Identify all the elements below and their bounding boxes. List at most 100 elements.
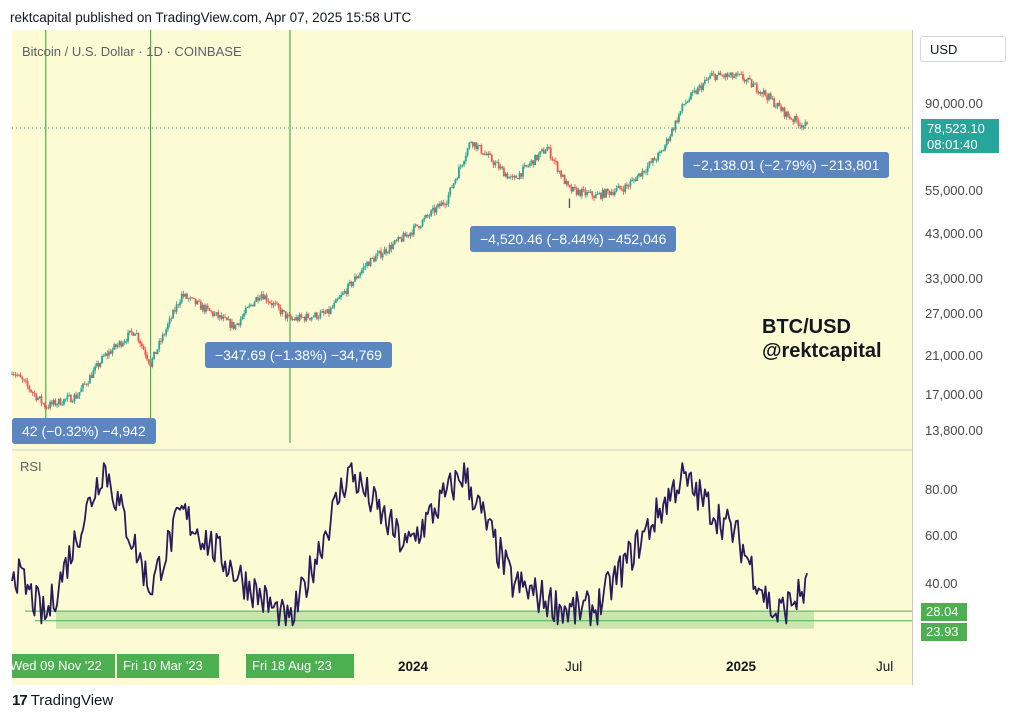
candle <box>657 152 659 161</box>
candle <box>650 161 653 163</box>
candle <box>629 181 632 187</box>
candle <box>688 99 691 102</box>
candle <box>393 240 396 244</box>
candle <box>286 314 289 319</box>
watermark: BTC/USD @rektcapital <box>762 315 882 363</box>
tradingview-logo[interactable]: 17 TradingView <box>12 692 113 709</box>
candle <box>66 395 69 399</box>
candle <box>487 153 490 156</box>
candle <box>85 383 88 385</box>
candle <box>101 356 103 363</box>
candle <box>402 233 405 242</box>
tradingview-icon: 17 <box>12 692 28 709</box>
candle <box>613 191 616 195</box>
candle <box>244 307 247 314</box>
candle <box>229 319 232 328</box>
price-tick: 13,800.00 <box>925 423 983 438</box>
candle <box>16 375 19 376</box>
candle <box>430 210 433 216</box>
candle <box>466 148 469 156</box>
date-marker-label: Fri 18 Aug '23 <box>246 654 354 678</box>
measure-label[interactable]: −4,520.46 (−8.44%) −452,046 <box>470 226 677 252</box>
candle <box>61 404 64 406</box>
candle <box>769 93 772 99</box>
candle <box>667 138 670 142</box>
candle <box>691 91 694 93</box>
candle <box>89 375 91 384</box>
candle <box>64 398 67 400</box>
candle <box>220 315 223 319</box>
candle <box>314 312 317 317</box>
candle <box>45 407 48 409</box>
candle <box>568 185 571 187</box>
candle <box>598 192 601 195</box>
candle <box>684 102 687 105</box>
candle <box>483 153 486 155</box>
candle <box>12 374 15 376</box>
rsi-tick: 40.00 <box>925 576 958 591</box>
candle <box>222 316 225 319</box>
candle <box>362 266 365 270</box>
rsi-line <box>11 462 808 627</box>
candle <box>799 125 802 126</box>
candle <box>723 75 725 78</box>
candle <box>594 194 597 199</box>
candle <box>194 298 197 305</box>
candle <box>56 404 58 406</box>
candle <box>731 72 734 78</box>
candle <box>463 161 465 165</box>
candle <box>409 232 412 237</box>
candle <box>702 83 705 91</box>
candle <box>191 297 194 299</box>
candle <box>622 189 625 192</box>
candle <box>213 313 216 316</box>
candle <box>175 304 178 312</box>
candle <box>196 300 199 305</box>
candle <box>579 189 582 196</box>
candle <box>492 161 495 166</box>
candle <box>537 154 540 160</box>
candle <box>11 374 13 376</box>
candle <box>435 206 438 213</box>
candle <box>128 330 131 333</box>
candle <box>144 349 147 355</box>
candle <box>269 302 271 304</box>
cursor-marker: I <box>567 195 571 211</box>
candle <box>307 313 310 319</box>
candle <box>288 314 291 316</box>
measure-label[interactable]: −347.69 (−1.38%) −34,769 <box>205 342 392 368</box>
price-tick: 90,000.00 <box>925 96 983 111</box>
candle <box>747 78 750 80</box>
measure-label[interactable]: 42 (−0.32%) −4,942 <box>12 418 156 444</box>
candle <box>163 334 166 336</box>
candle <box>205 305 207 312</box>
candle <box>541 149 543 152</box>
candle <box>658 151 661 153</box>
candle <box>790 118 793 120</box>
candle <box>326 309 329 314</box>
candle <box>82 383 84 389</box>
candle <box>442 202 445 205</box>
candle <box>705 80 708 81</box>
candle <box>360 269 363 274</box>
candle <box>227 319 230 321</box>
candle <box>127 332 129 342</box>
candle <box>418 226 420 228</box>
candle <box>690 92 692 100</box>
candle <box>23 379 26 381</box>
candle <box>336 299 339 300</box>
candle <box>99 362 102 367</box>
candle <box>234 325 237 329</box>
currency-button[interactable]: USD <box>920 36 1006 62</box>
candle <box>116 344 119 348</box>
measure-label[interactable]: −2,138.01 (−2.79%) −213,801 <box>683 152 890 178</box>
candle <box>232 321 235 329</box>
candle <box>40 396 43 404</box>
candle <box>558 170 561 172</box>
candle <box>317 317 320 319</box>
candle <box>395 240 398 242</box>
candle <box>515 175 517 179</box>
candle <box>404 233 407 237</box>
candle <box>296 317 299 321</box>
candle <box>468 142 471 149</box>
